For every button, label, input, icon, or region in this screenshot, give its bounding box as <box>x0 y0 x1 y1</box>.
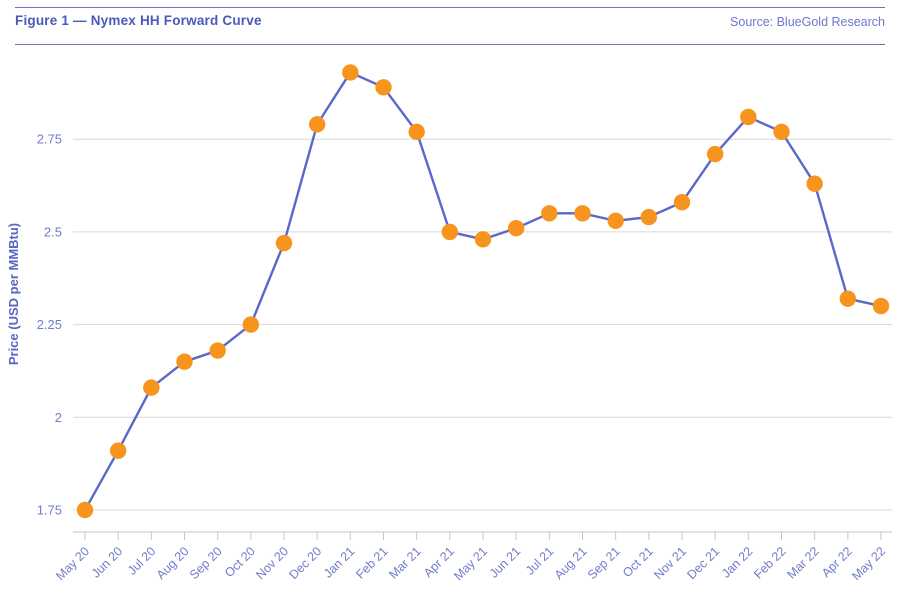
data-point <box>773 123 790 140</box>
x-tick-label: Sep 20 <box>187 544 225 582</box>
data-point <box>375 79 392 96</box>
data-point <box>342 64 359 81</box>
data-point <box>706 145 724 163</box>
figure-title: Figure 1 — Nymex HH Forward Curve <box>15 13 262 28</box>
x-tick-label: Feb 22 <box>751 544 788 581</box>
data-point <box>640 208 658 226</box>
data-point <box>242 316 260 333</box>
header-bottom-rule <box>15 44 885 45</box>
data-point <box>474 231 492 248</box>
data-point <box>607 212 624 229</box>
x-tick-label: Jan 22 <box>719 544 755 580</box>
y-tick-label: 2 <box>55 410 62 425</box>
series-line <box>83 71 883 512</box>
data-point <box>839 290 857 307</box>
data-point <box>275 234 293 252</box>
x-tick-label: Jun 21 <box>487 544 523 580</box>
y-tick-label: 2.25 <box>37 317 62 332</box>
y-tick-label: 1.75 <box>37 503 62 518</box>
x-tick-label: Sep 21 <box>585 544 623 582</box>
y-tick-label: 2.5 <box>44 224 62 239</box>
data-point <box>441 223 459 241</box>
x-tick-label: Nov 20 <box>253 544 291 582</box>
x-tick-label: Aug 21 <box>552 544 590 582</box>
x-tick-label: Jan 21 <box>321 544 357 580</box>
data-point <box>109 442 127 459</box>
data-point <box>176 353 193 370</box>
data-point <box>673 194 691 211</box>
data-point <box>507 219 525 237</box>
data-point <box>574 205 591 222</box>
x-tick-label: Aug 20 <box>154 544 192 582</box>
data-point <box>308 116 326 133</box>
x-tick-label: Dec 21 <box>684 544 722 582</box>
data-point <box>740 108 757 126</box>
data-point <box>806 175 823 192</box>
data-point <box>408 123 425 140</box>
x-tick-label: Oct 20 <box>222 544 258 580</box>
header-top-rule <box>15 7 885 8</box>
x-tick-label: Feb 21 <box>353 544 390 581</box>
x-tick-label: Oct 21 <box>620 544 656 580</box>
x-tick-label: May 20 <box>53 544 92 583</box>
x-tick-label: May 21 <box>451 544 490 583</box>
data-point <box>209 342 226 359</box>
x-tick-label: Mar 22 <box>784 544 821 581</box>
y-tick-label: 2.75 <box>37 132 62 147</box>
x-tick-label: Dec 20 <box>286 544 324 582</box>
data-point <box>872 297 890 315</box>
x-tick-label: Nov 21 <box>651 544 689 582</box>
x-tick-label: Mar 21 <box>386 544 423 581</box>
x-tick-label: Jun 20 <box>89 544 125 580</box>
data-point <box>143 379 160 396</box>
x-tick-label: May 22 <box>849 544 888 583</box>
data-point <box>541 205 558 222</box>
source-label: Source: BlueGold Research <box>730 15 885 29</box>
data-point <box>76 501 94 519</box>
